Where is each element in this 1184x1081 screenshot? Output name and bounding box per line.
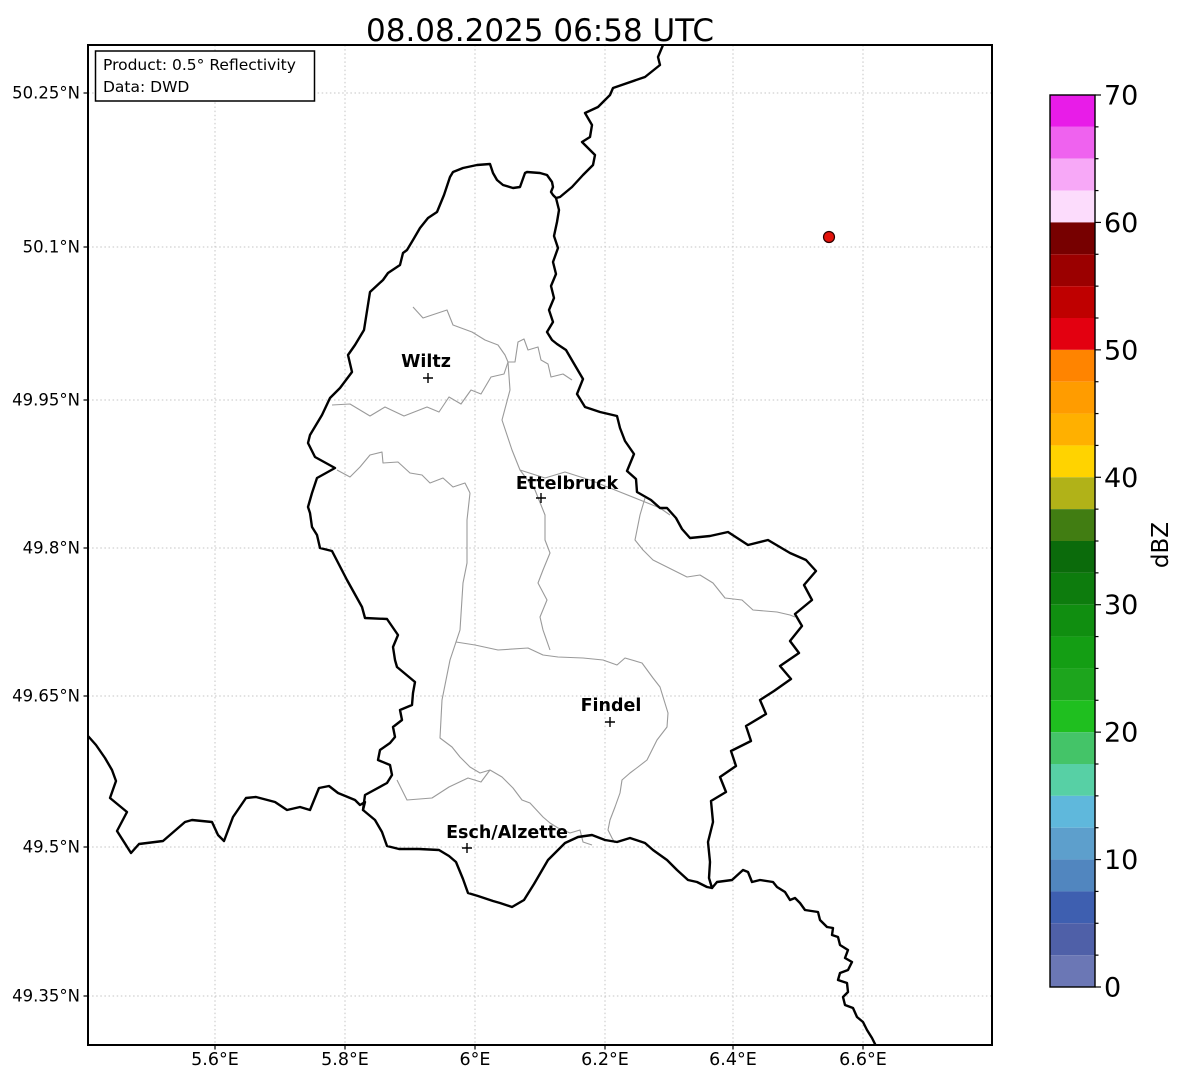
colorbar-segment [1050, 509, 1095, 541]
city-label: Findel [581, 696, 642, 716]
colorbar-segment [1050, 413, 1095, 446]
colorbar-segment [1050, 541, 1095, 573]
colorbar-segment [1050, 955, 1095, 987]
colorbar-segment [1050, 349, 1095, 382]
colorbar-segment [1050, 891, 1095, 924]
map-layer [88, 45, 877, 1045]
x-tick-label: 5.8°E [321, 1050, 369, 1070]
colorbar-outline [1049, 94, 1096, 988]
x-tick-label: 5.6°E [191, 1050, 239, 1070]
colorbar-segment [1050, 604, 1095, 637]
city-marker-icon [423, 373, 433, 383]
neighbor-border-path [88, 734, 367, 855]
y-tick-label: 49.65°N [12, 687, 80, 706]
colorbar-segment [1050, 254, 1095, 287]
info-product-line: Product: 0.5° Reflectivity [103, 56, 296, 74]
colorbar-tick-label: 0 [1104, 973, 1121, 1004]
canton-border-path [439, 492, 593, 846]
colorbar-tick-label: 40 [1104, 463, 1138, 494]
gridlines-layer [88, 45, 992, 1045]
colorbar-segment [1050, 95, 1095, 127]
radar-echo-dot [822, 230, 836, 244]
y-tick-label: 50.25°N [12, 84, 80, 103]
x-tick-label: 6.4°E [709, 1050, 757, 1070]
city-label: Ettelbruck [516, 474, 619, 494]
axis-ticks-layer: 5.6°E 5.8°E 6°E 6.2°E 6.4°E 6.6°E 50.25°N 50.1°… [12, 84, 887, 1071]
colorbar-layer: 0 10 20 30 40 50 60 70 [1049, 81, 1138, 1004]
colorbar-segment [1050, 764, 1095, 796]
colorbar-tick-label: 30 [1104, 590, 1138, 621]
canton-border-path [412, 306, 509, 363]
colorbar-unit-label: dBZ [1148, 522, 1174, 568]
colorbar-segment [1050, 923, 1095, 956]
colorbar-segment [1050, 318, 1095, 350]
canton-border-path [336, 451, 471, 494]
colorbar-segment [1050, 477, 1095, 510]
city-label: Wiltz [401, 352, 451, 372]
x-tick-label: 6°E [460, 1050, 491, 1070]
canton-border-path [331, 338, 573, 417]
colorbar-segment [1050, 222, 1095, 255]
canton-border-path [634, 497, 796, 618]
info-box-frame [94, 50, 316, 102]
colorbar-segment [1050, 795, 1095, 828]
info-box: Product: 0.5° Reflectivity Data: DWD [94, 50, 316, 102]
city-marker-icon [605, 717, 615, 727]
colorbar-segment [1050, 827, 1095, 860]
colorbar-segment [1050, 381, 1095, 414]
y-tick-label: 49.35°N [12, 987, 80, 1006]
colorbar-segment [1050, 668, 1095, 701]
colorbar-segment [1050, 700, 1095, 733]
colorbar-segment [1050, 636, 1095, 669]
y-tick-label: 49.95°N [12, 391, 80, 410]
neighbor-border-path [710, 868, 877, 1045]
x-tick-label: 6.6°E [839, 1050, 887, 1070]
canton-border-path [396, 769, 491, 801]
colorbar-segment [1050, 572, 1095, 605]
plot-frame [87, 44, 993, 1046]
canton-border-path [455, 641, 669, 844]
info-data-line: Data: DWD [103, 78, 189, 96]
canton-border-path [501, 361, 551, 651]
colorbar-tick-label: 50 [1104, 335, 1138, 366]
colorbar-tick-label: 20 [1104, 718, 1138, 749]
x-tick-label: 6.2°E [581, 1050, 629, 1070]
colorbar-segment [1050, 732, 1095, 764]
colorbar-tick-label: 70 [1104, 81, 1138, 112]
page-title: 08.08.2025 06:58 UTC [366, 13, 714, 49]
y-tick-label: 49.8°N [23, 539, 80, 558]
city-marker-icon [462, 843, 472, 853]
colorbar-segment [1050, 158, 1095, 191]
colorbar-tick-label: 60 [1104, 208, 1138, 239]
colorbar-tick-label: 10 [1104, 845, 1138, 876]
city-marker-icon [536, 493, 546, 503]
colorbar-segment [1050, 286, 1095, 318]
colorbar-segment [1050, 859, 1095, 892]
colorbar-segment [1050, 190, 1095, 223]
luxembourg-border-path [306, 162, 818, 909]
city-labels-layer: Wiltz Ettelbruck Findel Esch/Alzette [401, 352, 641, 853]
y-tick-label: 49.5°N [23, 838, 80, 857]
colorbar-segment [1050, 126, 1095, 159]
colorbar-segment [1050, 445, 1095, 478]
canton-border-path [519, 469, 671, 516]
y-tick-label: 50.1°N [23, 238, 80, 257]
city-label: Esch/Alzette [446, 823, 568, 843]
neighbor-border-path [554, 45, 665, 200]
